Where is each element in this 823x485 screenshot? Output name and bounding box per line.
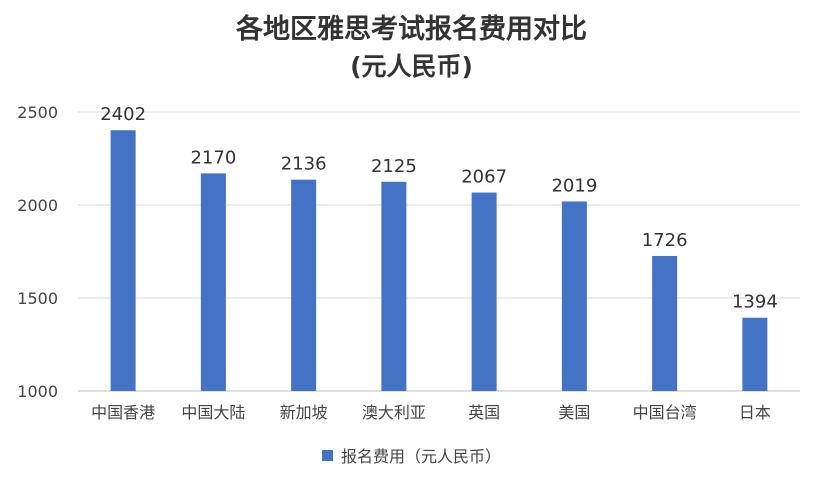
bar bbox=[291, 179, 317, 391]
x-category-label: 日本 bbox=[739, 403, 771, 422]
data-label: 2402 bbox=[100, 104, 146, 125]
data-label: 2170 bbox=[190, 147, 236, 168]
x-category-label: 美国 bbox=[558, 403, 590, 422]
bar bbox=[561, 201, 587, 391]
x-category-label: 英国 bbox=[468, 403, 500, 422]
x-category-label: 新加坡 bbox=[280, 403, 328, 422]
chart-title: 各地区雅思考试报名费用对比 bbox=[236, 14, 587, 45]
data-label: 2067 bbox=[461, 167, 507, 188]
legend: 报名费用（元人民币） bbox=[0, 443, 823, 467]
legend-swatch bbox=[321, 449, 333, 461]
x-category-label: 中国香港 bbox=[91, 403, 155, 422]
bar bbox=[381, 181, 407, 391]
data-label: 2019 bbox=[551, 175, 597, 196]
bar bbox=[200, 173, 226, 391]
x-category-label: 中国台湾 bbox=[633, 403, 697, 422]
legend-label: 报名费用（元人民币） bbox=[340, 447, 501, 466]
bar bbox=[110, 130, 136, 391]
x-category-label: 澳大利亚 bbox=[362, 403, 426, 422]
y-axis-ticks: 1000 1500 2000 2500 bbox=[17, 103, 58, 401]
gridlines bbox=[78, 111, 800, 392]
y-tick-label: 2500 bbox=[17, 103, 58, 122]
bar bbox=[471, 192, 497, 391]
bar bbox=[742, 317, 768, 391]
y-tick-label: 2000 bbox=[17, 196, 58, 215]
x-category-label: 中国大陆 bbox=[181, 403, 245, 422]
chart-subtitle: (元人民币) bbox=[350, 52, 473, 81]
y-tick-label: 1500 bbox=[17, 289, 58, 308]
y-tick-label: 1000 bbox=[17, 382, 58, 401]
x-axis-categories: 中国香港 中国大陆 新加坡 澳大利亚 英国 美国 中国台湾 日本 bbox=[91, 403, 771, 422]
data-label: 2125 bbox=[371, 156, 417, 177]
data-labels: 2402 2170 2136 2125 2067 2019 1726 1394 bbox=[100, 104, 778, 312]
bars bbox=[110, 130, 768, 391]
data-label: 1726 bbox=[642, 230, 688, 251]
bar bbox=[652, 255, 678, 391]
data-label: 2136 bbox=[281, 154, 327, 175]
data-label: 1394 bbox=[732, 292, 778, 313]
